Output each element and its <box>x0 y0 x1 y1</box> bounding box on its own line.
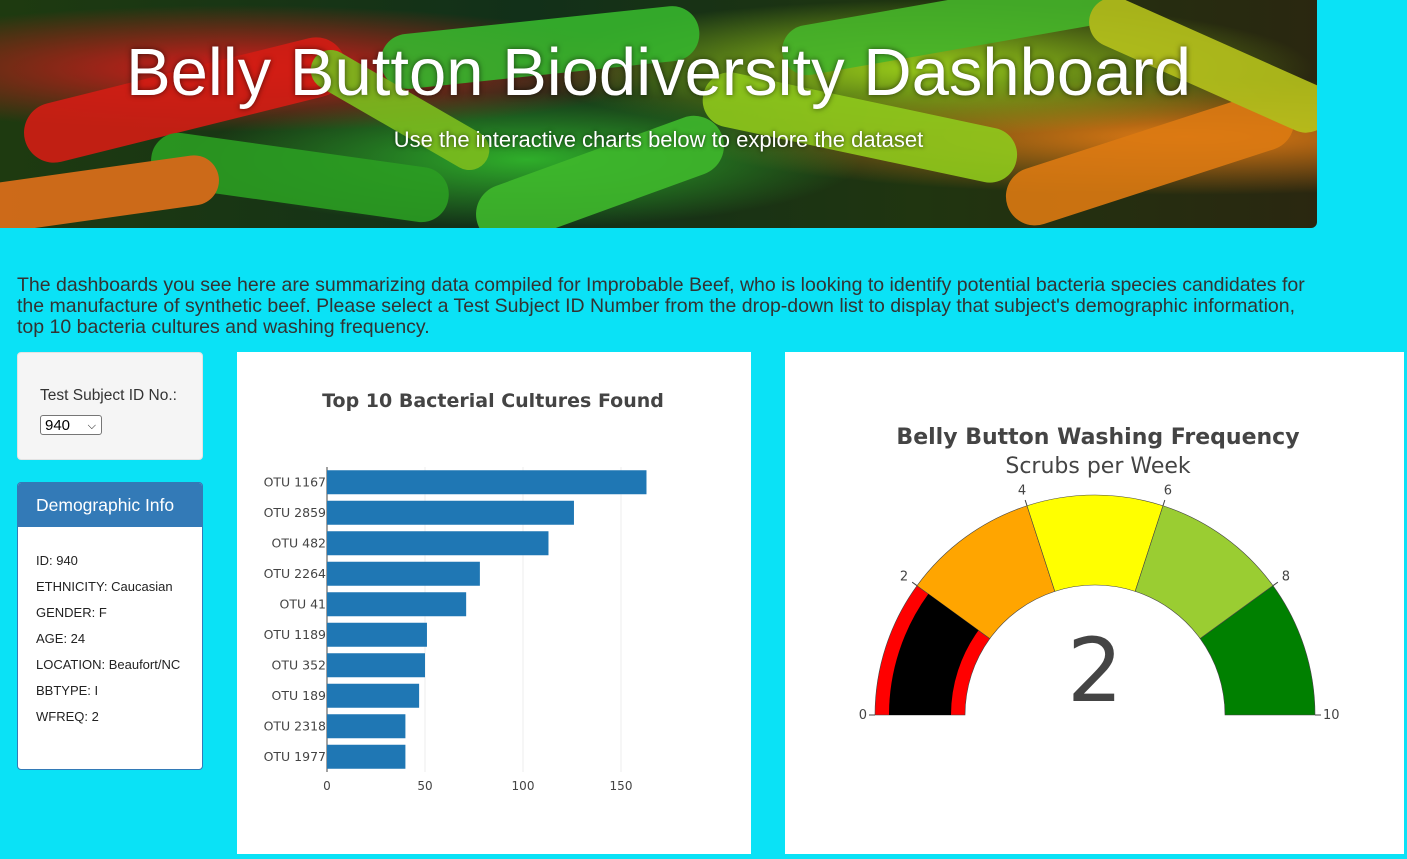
gauge-subtitle: Scrubs per Week <box>1005 454 1191 479</box>
subject-id-value: 940 <box>45 417 71 434</box>
demographic-row-id: ID: 940 <box>36 553 78 568</box>
bar-chart-title: Top 10 Bacterial Cultures Found <box>322 390 664 412</box>
y-tick-label: OTU 2264 <box>264 566 326 581</box>
y-tick-label: OTU 1189 <box>264 627 326 642</box>
demographic-info-panel: Demographic Info ID: 940 ETHNICITY: Cauc… <box>17 482 203 770</box>
gauge-chart[interactable]: Belly Button Washing Frequency Scrubs pe… <box>785 352 1404 854</box>
bacteria-background-image <box>0 0 1317 228</box>
gauge-tick-label: 0 <box>859 708 867 723</box>
bar[interactable] <box>327 653 425 678</box>
gauge-tick <box>1024 499 1028 506</box>
bar[interactable] <box>327 714 406 739</box>
bar-chart-panel: Top 10 Bacterial Cultures Found 0 50 100 15… <box>237 352 751 854</box>
demographic-info-title: Demographic Info <box>18 483 202 527</box>
gauge-tick-label: 8 <box>1282 569 1290 584</box>
x-tick-label: 0 <box>323 779 331 793</box>
intro-text: The dashboards you see here are summariz… <box>17 274 1305 338</box>
y-tick-label: OTU 2318 <box>264 718 326 733</box>
subject-selector-label: Test Subject ID No.: <box>40 387 177 404</box>
demographic-row-ethnicity: ETHNICITY: Caucasian <box>36 579 173 594</box>
gauge-tick <box>1272 581 1279 587</box>
bar[interactable] <box>327 531 549 556</box>
bar[interactable] <box>327 744 406 769</box>
gauge-value-bar <box>889 593 979 715</box>
x-tick-label: 100 <box>512 779 535 793</box>
y-tick-label: OTU 352 <box>272 657 326 672</box>
bar[interactable] <box>327 470 647 495</box>
y-tick-label: OTU 41 <box>279 596 326 611</box>
x-tick-label: 50 <box>417 779 432 793</box>
bar[interactable] <box>327 592 467 617</box>
gauge-tick-label: 6 <box>1164 484 1172 499</box>
gauge-tick <box>1162 499 1166 506</box>
bar[interactable] <box>327 622 427 647</box>
bar[interactable] <box>327 500 574 525</box>
bar[interactable] <box>327 561 480 586</box>
demographic-row-wfreq: WFREQ: 2 <box>36 709 99 724</box>
y-tick-label: OTU 189 <box>272 688 327 703</box>
gauge-chart-panel: Belly Button Washing Frequency Scrubs pe… <box>785 352 1404 854</box>
x-tick-label: 150 <box>610 779 633 793</box>
gauge-value-number: 2 <box>1067 619 1123 722</box>
gauge-tick-label: 2 <box>900 569 908 584</box>
demographic-row-gender: GENDER: F <box>36 605 107 620</box>
gauge-title: Belly Button Washing Frequency <box>896 425 1299 450</box>
subject-id-dropdown[interactable]: 940 ⌵ <box>40 415 102 435</box>
header-banner: Belly Button Biodiversity Dashboard Use … <box>0 0 1317 228</box>
gauge-tick-label: 10 <box>1323 708 1340 723</box>
demographic-row-bbtype: BBTYPE: I <box>36 683 99 698</box>
y-tick-label: OTU 1977 <box>264 749 326 764</box>
bar-chart[interactable]: Top 10 Bacterial Cultures Found 0 50 100 15… <box>237 352 751 854</box>
bar[interactable] <box>327 683 420 708</box>
y-tick-label: OTU 1167 <box>264 474 326 489</box>
chevron-down-icon: ⌵ <box>87 420 96 432</box>
y-tick-label: OTU 482 <box>272 535 326 550</box>
page-subtitle: Use the interactive charts below to expl… <box>393 127 924 152</box>
gauge-tick <box>911 581 918 587</box>
y-tick-label: OTU 2859 <box>264 505 326 520</box>
demographic-row-location: LOCATION: Beaufort/NC <box>36 657 181 672</box>
gauge-tick-label: 4 <box>1018 484 1026 499</box>
page-title: Belly Button Biodiversity Dashboard <box>125 35 1192 110</box>
demographic-row-age: AGE: 24 <box>36 631 86 646</box>
subject-selector-card: Test Subject ID No.: 940 ⌵ <box>17 352 203 460</box>
